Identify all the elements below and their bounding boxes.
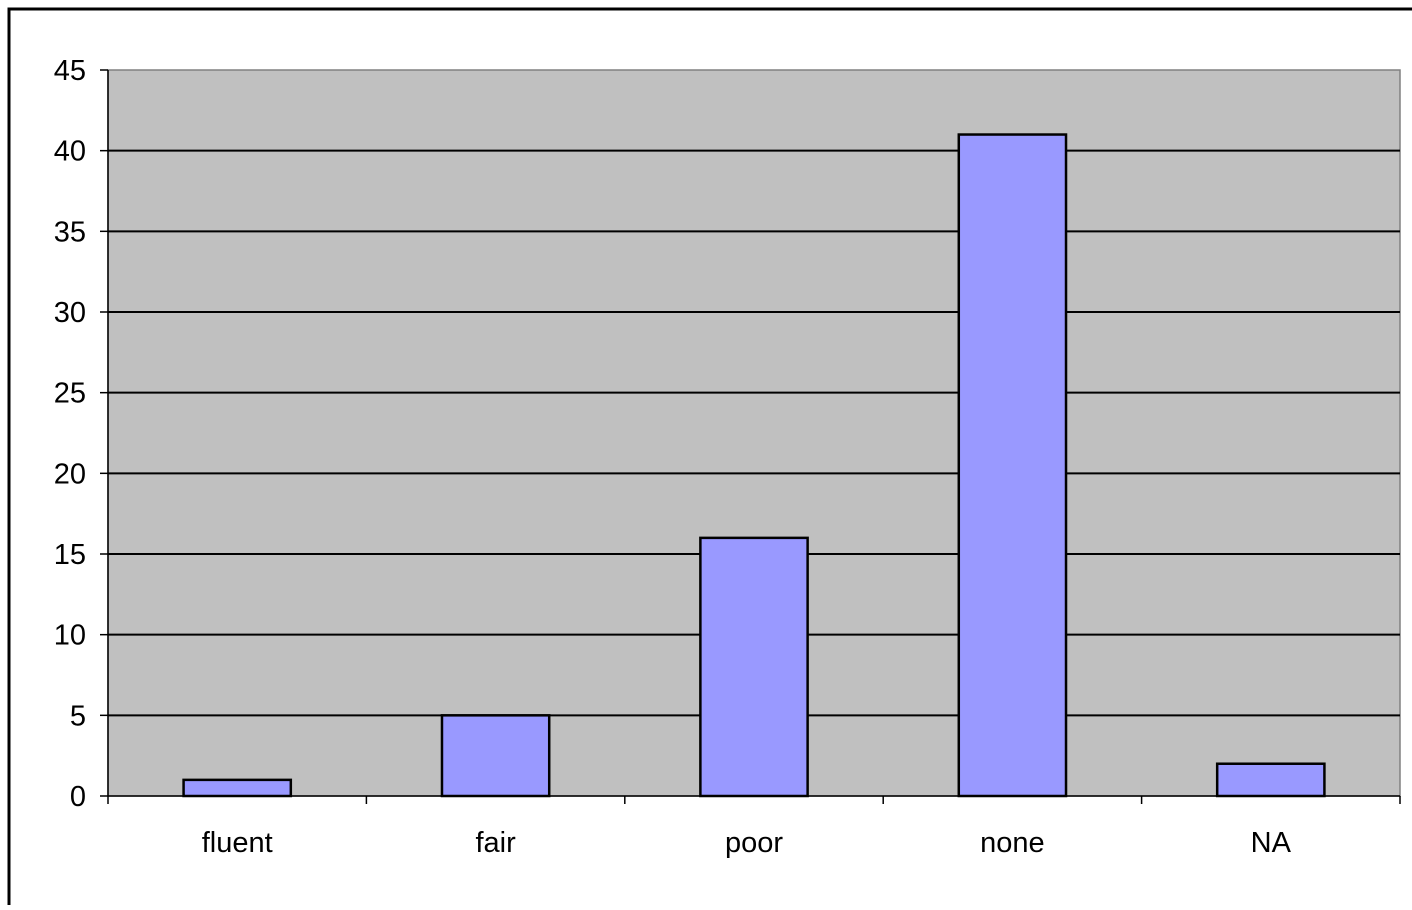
y-tick-label: 30 bbox=[54, 297, 86, 329]
y-tick-label: 15 bbox=[54, 539, 86, 571]
y-tick-label: 0 bbox=[70, 781, 86, 813]
x-tick-label: NA bbox=[1251, 827, 1292, 859]
x-axis: fluent fair poor none NA bbox=[107, 795, 1401, 859]
y-tick-label: 20 bbox=[54, 458, 86, 490]
x-tick-label: fair bbox=[475, 827, 516, 859]
y-tick-label: 25 bbox=[54, 378, 86, 410]
bar-none bbox=[957, 133, 1068, 798]
y-tick-label: 10 bbox=[54, 620, 86, 652]
y-axis: 0 5 10 15 20 25 30 35 40 45 bbox=[54, 55, 109, 813]
x-tick-label: fluent bbox=[202, 827, 273, 859]
bar-poor bbox=[699, 536, 809, 798]
x-tick-label: none bbox=[980, 827, 1045, 859]
bar-fluent bbox=[182, 778, 293, 798]
bar-fair bbox=[440, 714, 551, 798]
y-tick-label: 35 bbox=[54, 216, 86, 248]
y-tick-label: 5 bbox=[70, 700, 86, 732]
x-tick-label: poor bbox=[725, 827, 783, 859]
bar-na bbox=[1215, 762, 1326, 798]
y-tick-label: 45 bbox=[54, 55, 86, 87]
y-tick-label: 40 bbox=[54, 136, 86, 168]
